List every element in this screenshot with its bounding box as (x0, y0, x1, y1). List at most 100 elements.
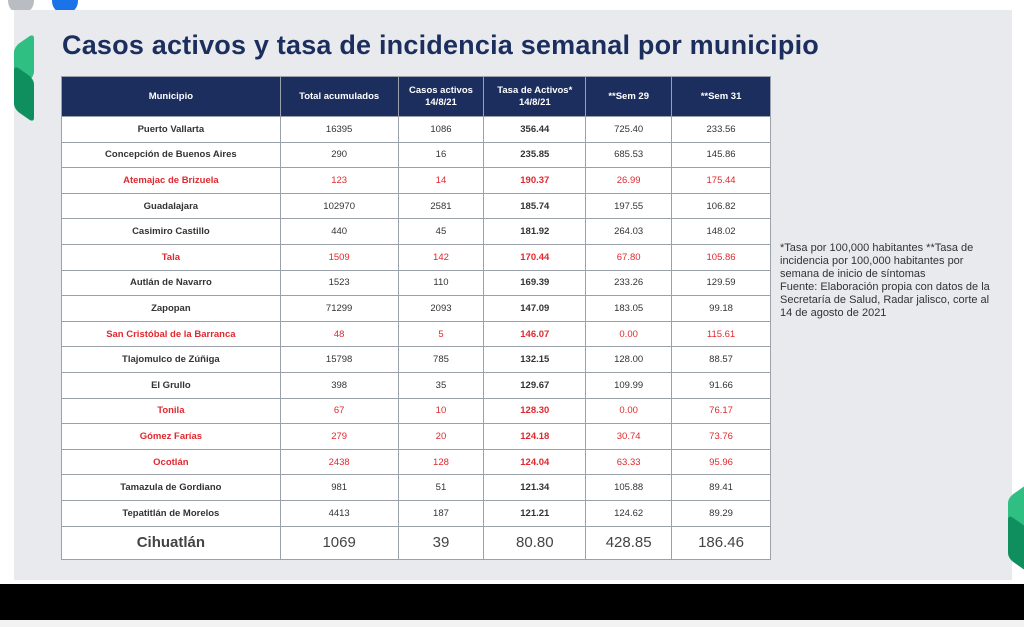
cell-sem31: 145.86 (671, 141, 771, 169)
cell-activos: 10 (397, 397, 485, 425)
cell-tasa: 121.21 (483, 499, 587, 527)
cell-sem29: 233.26 (585, 269, 673, 297)
cell-total: 15798 (279, 346, 399, 373)
cell-name: Cihuatlán (61, 525, 281, 560)
cell-total: 981 (279, 474, 399, 501)
cell-sem31: 106.82 (671, 192, 771, 220)
cell-name: Gómez Farías (61, 423, 281, 450)
cell-sem31: 129.59 (671, 269, 771, 297)
cell-name: Guadalajara (61, 192, 281, 220)
table-row: El Grullo 398 35 129.67 109.99 91.66 (61, 371, 771, 399)
cell-name: Puerto Vallarta (61, 116, 281, 143)
cell-tasa: 181.92 (483, 218, 587, 245)
cell-total: 67 (279, 397, 399, 425)
cell-sem29: 67.80 (585, 243, 673, 271)
cell-name: Concepción de Buenos Aires (61, 141, 281, 169)
cell-tasa: 170.44 (483, 243, 587, 271)
cell-activos: 35 (397, 371, 485, 399)
cell-tasa: 121.34 (483, 474, 587, 501)
table-row: Guadalajara 102970 2581 185.74 197.55 106.82 (61, 192, 771, 220)
cell-activos: 45 (397, 218, 485, 245)
table-row: Autlán de Navarro 1523 110 169.39 233.26 129.… (61, 269, 771, 297)
table-row: Concepción de Buenos Aires 290 16 235.85 685… (61, 141, 771, 169)
cell-name: Tonila (61, 397, 281, 425)
cell-tasa: 190.37 (483, 167, 587, 194)
table-row: Casimiro Castillo 440 45 181.92 264.03 148.02 (61, 218, 771, 245)
cell-sem31: 95.96 (671, 448, 771, 476)
cell-name: Atemajac de Brizuela (61, 167, 281, 194)
cell-sem31: 175.44 (671, 167, 771, 194)
cell-name: Tala (61, 243, 281, 271)
column-header: Casos activos 14/8/21 (397, 76, 485, 117)
cell-name: Casimiro Castillo (61, 218, 281, 245)
cell-tasa: 124.04 (483, 448, 587, 476)
table-header-row: Municipio Total acumulados Casos activos… (61, 76, 771, 117)
decorative-chevron-shape (1008, 514, 1024, 574)
cell-sem31: 89.41 (671, 474, 771, 501)
cell-name: Autlán de Navarro (61, 269, 281, 297)
cell-tasa: 169.39 (483, 269, 587, 297)
cell-sem29: 124.62 (585, 499, 673, 527)
cell-activos: 2581 (397, 192, 485, 220)
footnote-rate-definition: *Tasa por 100,000 habitantes **Tasa de i… (780, 242, 974, 280)
cell-sem29: 0.00 (585, 397, 673, 425)
cell-total: 279 (279, 423, 399, 450)
table-row: Tamazula de Gordiano 981 51 121.34 105.88 89.… (61, 474, 771, 501)
footnote: *Tasa por 100,000 habitantes **Tasa de i… (780, 242, 992, 320)
cell-sem29: 428.85 (585, 525, 673, 560)
cell-name: Tlajomulco de Zúñiga (61, 346, 281, 373)
cell-sem31: 186.46 (671, 525, 771, 560)
cell-activos: 1086 (397, 116, 485, 143)
cell-tasa: 80.80 (483, 525, 587, 560)
cell-sem29: 183.05 (585, 295, 673, 322)
cell-sem29: 725.40 (585, 116, 673, 143)
cell-name: El Grullo (61, 371, 281, 399)
cell-sem31: 91.66 (671, 371, 771, 399)
cell-name: Ocotlán (61, 448, 281, 476)
cell-sem31: 88.57 (671, 346, 771, 373)
cell-total: 398 (279, 371, 399, 399)
cell-sem31: 115.61 (671, 320, 771, 348)
cell-sem31: 99.18 (671, 295, 771, 322)
table-total-row: Cihuatlán 1069 39 80.80 428.85 186.46 (61, 525, 771, 560)
cell-tasa: 356.44 (483, 116, 587, 143)
table-row: Tonila 67 10 128.30 0.00 76.17 (61, 397, 771, 425)
cell-total: 1069 (279, 525, 399, 560)
cell-activos: 142 (397, 243, 485, 271)
cell-activos: 39 (397, 525, 485, 560)
table-row: Ocotlán 2438 128 124.04 63.33 95.96 (61, 448, 771, 476)
cell-total: 71299 (279, 295, 399, 322)
table-row: Atemajac de Brizuela 123 14 190.37 26.99 175.… (61, 167, 771, 194)
cell-sem29: 26.99 (585, 167, 673, 194)
cell-activos: 16 (397, 141, 485, 169)
cell-sem29: 30.74 (585, 423, 673, 450)
cell-tasa: 235.85 (483, 141, 587, 169)
cell-total: 4413 (279, 499, 399, 527)
cell-sem29: 685.53 (585, 141, 673, 169)
cell-total: 290 (279, 141, 399, 169)
cell-sem31: 105.86 (671, 243, 771, 271)
video-letterbox-bar (0, 584, 1024, 620)
cell-sem29: 264.03 (585, 218, 673, 245)
cell-activos: 14 (397, 167, 485, 194)
cell-tasa: 132.15 (483, 346, 587, 373)
cell-tasa: 128.30 (483, 397, 587, 425)
taskbar (0, 620, 1024, 627)
cell-activos: 51 (397, 474, 485, 501)
cell-tasa: 146.07 (483, 320, 587, 348)
cell-total: 2438 (279, 448, 399, 476)
cell-sem29: 0.00 (585, 320, 673, 348)
column-header: Total acumulados (279, 76, 399, 117)
cell-total: 1523 (279, 269, 399, 297)
cell-sem31: 148.02 (671, 218, 771, 245)
footnote-source: Fuente: Elaboración propia con datos de … (780, 281, 990, 319)
cell-total: 16395 (279, 116, 399, 143)
cell-activos: 187 (397, 499, 485, 527)
cell-total: 48 (279, 320, 399, 348)
cell-sem31: 233.56 (671, 116, 771, 143)
cell-tasa: 129.67 (483, 371, 587, 399)
table-row: San Cristóbal de la Barranca 48 5 146.07 0.0… (61, 320, 771, 348)
cell-name: Tamazula de Gordiano (61, 474, 281, 501)
cell-sem29: 63.33 (585, 448, 673, 476)
cell-sem31: 73.76 (671, 423, 771, 450)
